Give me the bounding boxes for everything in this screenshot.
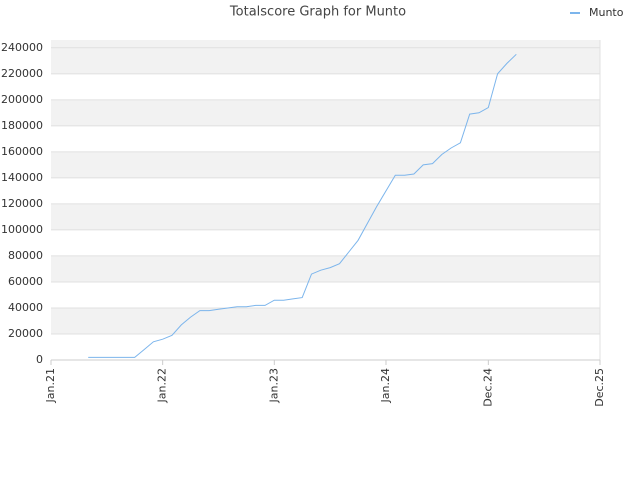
y-tick-label: 40000 <box>8 301 43 314</box>
y-tick-label: 220000 <box>1 67 43 80</box>
x-tick-label: Jan.23 <box>267 368 280 403</box>
chart-title: Totalscore Graph for Munto <box>229 5 406 20</box>
y-tick-label: 240000 <box>1 41 43 54</box>
y-tick-label: 120000 <box>1 197 43 210</box>
x-tick-label: Dec.25 <box>593 368 606 407</box>
y-tick-label: 180000 <box>1 119 43 132</box>
y-tick-label: 80000 <box>8 249 43 262</box>
x-tick-label: Jan.21 <box>44 368 57 403</box>
y-tick-label: 100000 <box>1 223 43 236</box>
y-tick-label: 60000 <box>8 275 43 288</box>
grid-band <box>51 151 600 178</box>
grid-band <box>51 40 600 48</box>
line <box>88 53 517 358</box>
legend-label: Munto <box>589 6 624 19</box>
x-tick-label: Dec.24 <box>481 368 494 407</box>
x-tick-label: Jan.22 <box>156 368 169 403</box>
plot-background <box>51 40 600 360</box>
grid-band <box>51 99 600 126</box>
y-tick-label: 140000 <box>1 171 43 184</box>
x-tick-label: Jan.24 <box>379 368 392 403</box>
y-tick-label: 200000 <box>1 93 43 106</box>
grid-band <box>51 203 600 230</box>
grid-band <box>51 307 600 334</box>
y-tick-label: 160000 <box>1 145 43 158</box>
y-tick-label: 0 <box>36 353 43 366</box>
y-tick-label: 20000 <box>8 327 43 340</box>
grid-band <box>51 47 600 74</box>
